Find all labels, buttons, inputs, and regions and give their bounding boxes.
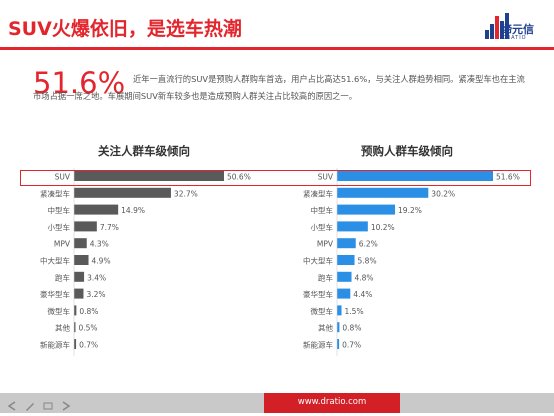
category-label: 小型车 xyxy=(48,222,71,232)
bar xyxy=(74,187,171,198)
bar xyxy=(337,171,493,181)
category-label: SUV xyxy=(318,173,334,182)
category-label: 中大型车 xyxy=(303,256,333,266)
data-label: 50.6% xyxy=(227,173,251,182)
bar xyxy=(337,305,342,316)
footer-url[interactable]: www.dratio.com xyxy=(297,397,367,407)
bar xyxy=(74,171,224,181)
category-label: 微型车 xyxy=(48,306,71,316)
category-label: 中型车 xyxy=(311,205,334,215)
category-label: 微型车 xyxy=(311,306,334,316)
category-label: 中大型车 xyxy=(40,256,70,266)
category-label: 紧凑型车 xyxy=(40,188,70,198)
bar xyxy=(74,255,89,265)
next-arrow-icon[interactable] xyxy=(60,397,72,411)
bar xyxy=(74,271,85,282)
category-label: 其他 xyxy=(55,323,70,333)
chart-title-attention: 关注人群车级倾向 xyxy=(98,144,190,158)
data-label: 5.8% xyxy=(358,257,377,266)
category-label: SUV xyxy=(55,173,71,182)
category-label: 小型车 xyxy=(311,222,334,232)
data-label: 14.9% xyxy=(121,206,145,215)
data-label: 7.7% xyxy=(100,223,119,232)
data-label: 0.7% xyxy=(79,341,98,350)
bar xyxy=(337,339,340,349)
bar xyxy=(337,288,351,299)
bar xyxy=(337,187,429,198)
page-title: SUV火爆依旧，是选车热潮 xyxy=(8,18,242,40)
category-label: 豪华型车 xyxy=(303,289,333,299)
bar xyxy=(74,339,77,349)
data-label: 51.6% xyxy=(496,173,520,182)
bar xyxy=(74,204,119,215)
menu-icon[interactable] xyxy=(42,397,54,410)
logo-text: 缔元信 xyxy=(501,23,534,36)
data-label: 30.2% xyxy=(431,189,455,198)
title-divider xyxy=(0,47,554,50)
slide-toolbar xyxy=(6,397,72,411)
data-label: 4.9% xyxy=(92,257,111,266)
category-label: 跑车 xyxy=(55,272,70,282)
bar xyxy=(337,271,352,282)
category-label: MPV xyxy=(317,240,334,249)
bar xyxy=(74,238,87,249)
category-label: 紧凑型车 xyxy=(303,188,333,198)
bar xyxy=(74,288,84,299)
category-label: 豪华型车 xyxy=(40,289,70,299)
category-label: 跑车 xyxy=(318,272,333,282)
data-label: 1.5% xyxy=(345,307,364,316)
logo-subtext: DRATIO xyxy=(502,35,527,41)
attention-bar-chart: SUV 50.6% 紧凑型车 32.7% 中型车 14.9% 小型车 7.7% MPV 4.3% 中… xyxy=(40,168,251,356)
bar xyxy=(337,221,368,232)
footer-url-band xyxy=(264,393,400,413)
category-label: MPV xyxy=(54,240,71,249)
data-label: 0.8% xyxy=(79,307,98,316)
category-label: 中型车 xyxy=(48,205,71,215)
data-label: 0.7% xyxy=(342,341,361,350)
suv-highlight-box xyxy=(20,170,531,186)
bar xyxy=(337,204,396,215)
data-label: 10.2% xyxy=(371,223,395,232)
chart-title-purchase: 预购人群车级倾向 xyxy=(361,144,453,158)
category-label: 新能源车 xyxy=(40,340,70,350)
bar xyxy=(337,255,355,265)
dratio-logo-icon xyxy=(485,13,509,39)
bar xyxy=(337,238,356,249)
data-label: 4.3% xyxy=(90,240,109,249)
bar xyxy=(74,322,76,333)
bar xyxy=(337,322,340,333)
pen-icon[interactable] xyxy=(24,397,36,411)
purchase-bar-chart: SUV 51.6% 紧凑型车 30.2% 中型车 19.2% 小型车 10.2% MPV 6.2%… xyxy=(303,168,520,356)
data-label: 0.5% xyxy=(78,324,97,333)
data-label: 0.8% xyxy=(342,324,361,333)
category-label: 新能源车 xyxy=(303,340,333,350)
highlight-value: 51.6% xyxy=(33,66,126,100)
prev-arrow-icon[interactable] xyxy=(6,397,18,411)
data-label: 3.4% xyxy=(87,273,106,282)
data-label: 4.4% xyxy=(353,290,372,299)
data-label: 6.2% xyxy=(359,240,378,249)
bar xyxy=(74,305,77,316)
category-label: 其他 xyxy=(318,323,333,333)
data-label: 4.8% xyxy=(355,273,374,282)
data-label: 32.7% xyxy=(174,189,198,198)
data-label: 19.2% xyxy=(398,206,422,215)
data-label: 3.2% xyxy=(86,290,105,299)
bar xyxy=(74,221,97,232)
highlight-description: 近年一直流行的SUV是预购人群购车首选，用户占比高达51.6%，与关注人群趋势相… xyxy=(33,74,525,101)
